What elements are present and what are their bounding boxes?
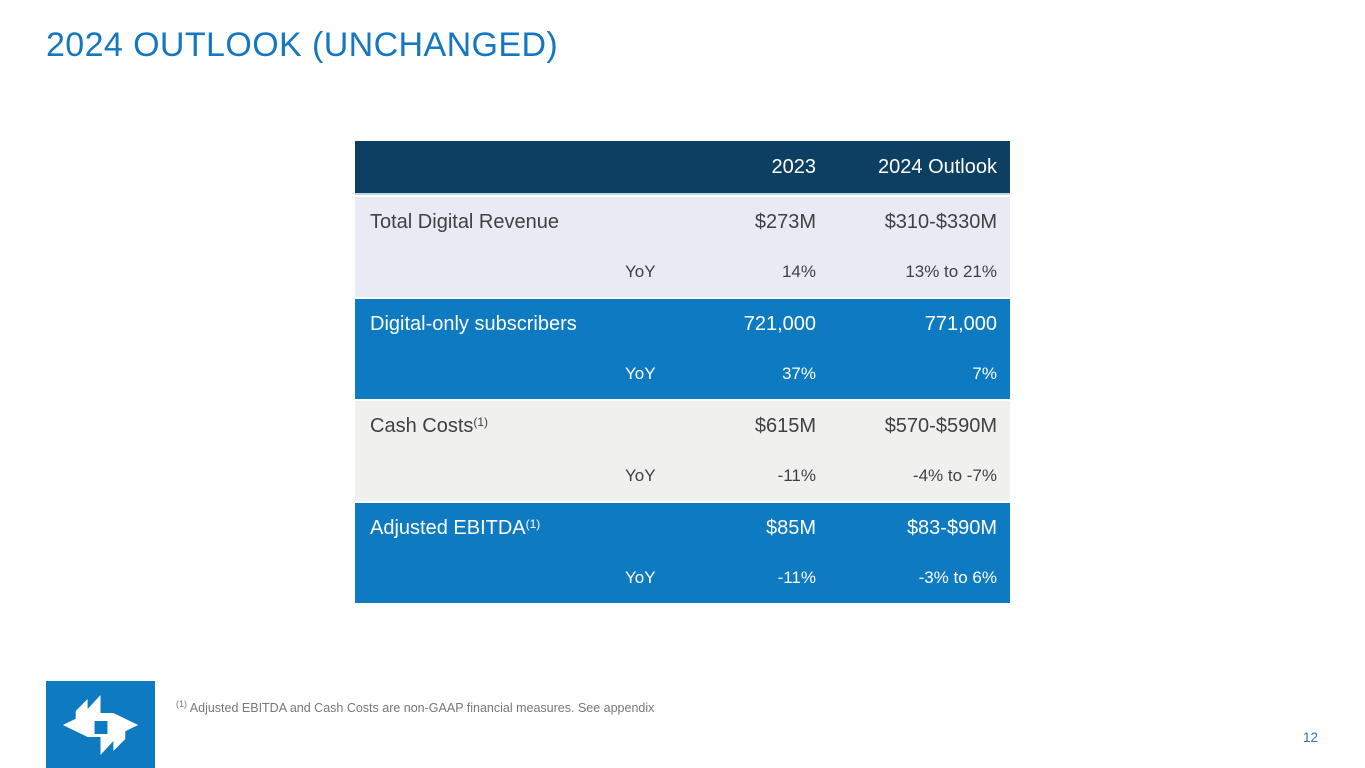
yoy-2024: 7% — [972, 364, 997, 383]
yoy-2024: 13% to 21% — [905, 262, 997, 281]
value-2024: $83-$90M — [906, 516, 997, 539]
metric-label-text: Cash Costs — [370, 414, 474, 437]
header-2024-outlook: 2024 Outlook — [878, 155, 997, 178]
table-row-yoy: YoY 14% 13% to 21% — [355, 247, 1010, 297]
table-row-yoy: YoY -11% -3% to 6% — [355, 553, 1010, 603]
table-row: Total Digital Revenue $273M $310-$330M — [355, 197, 1010, 247]
footnote: (1) Adjusted EBITDA and Cash Costs are n… — [176, 699, 654, 715]
table-row-yoy: YoY 37% 7% — [355, 349, 1010, 399]
metric-label-text: Digital-only subscribers — [370, 312, 577, 335]
value-2023: $615M — [754, 414, 816, 437]
yoy-2023: 14% — [781, 262, 816, 281]
footnote-marker: (1) — [525, 516, 541, 531]
value-2024: $570-$590M — [884, 414, 997, 437]
value-2024: $310-$330M — [884, 210, 997, 233]
value-2023: $85M — [765, 516, 816, 539]
yoy-label: YoY — [625, 364, 656, 383]
outlook-table: 2023 2024 Outlook Total Digital Revenue … — [355, 141, 1010, 603]
table-section-digital-only-subscribers: Digital-only subscribers 721,000 771,000… — [355, 299, 1010, 399]
value-2024: 771,000 — [924, 312, 997, 335]
yoy-2023: -11% — [777, 568, 816, 587]
header-2023: 2023 — [771, 155, 817, 178]
footnote-text: Adjusted EBITDA and Cash Costs are non-G… — [187, 701, 655, 716]
metric-label: Total Digital Revenue — [370, 211, 625, 234]
metric-label: Digital-only subscribers — [370, 313, 625, 336]
metric-label: Cash Costs(1) — [370, 415, 625, 438]
table-section-total-digital-revenue: Total Digital Revenue $273M $310-$330M Y… — [355, 197, 1010, 297]
table-row: Adjusted EBITDA(1) $85M $83-$90M — [355, 503, 1010, 553]
yoy-label: YoY — [625, 262, 656, 281]
value-2023: $273M — [754, 210, 816, 233]
table-row-yoy: YoY -11% -4% to -7% — [355, 451, 1010, 501]
footnote-marker: (1) — [473, 414, 489, 429]
footnote-sup: (1) — [176, 699, 187, 709]
company-logo-icon — [46, 681, 155, 768]
yoy-2023: -11% — [777, 466, 816, 485]
metric-label-text: Adjusted EBITDA — [370, 516, 526, 539]
value-2023: 721,000 — [743, 312, 816, 335]
page-title: 2024 OUTLOOK (UNCHANGED) — [46, 26, 559, 64]
yoy-2023: 37% — [781, 364, 816, 383]
metric-label: Adjusted EBITDA(1) — [370, 517, 625, 540]
yoy-2024: -4% to -7% — [912, 466, 997, 485]
metric-label-text: Total Digital Revenue — [370, 210, 559, 233]
page-number: 12 — [1303, 730, 1319, 745]
table-section-adjusted-ebitda: Adjusted EBITDA(1) $85M $83-$90M YoY -11… — [355, 503, 1010, 603]
yoy-label: YoY — [625, 568, 656, 587]
yoy-2024: -3% to 6% — [918, 568, 997, 587]
company-logo — [46, 681, 155, 768]
yoy-label: YoY — [625, 466, 656, 485]
table-header-row: 2023 2024 Outlook — [355, 141, 1010, 195]
table-row: Cash Costs(1) $615M $570-$590M — [355, 401, 1010, 451]
table-section-cash-costs: Cash Costs(1) $615M $570-$590M YoY -11% … — [355, 401, 1010, 501]
table-row: Digital-only subscribers 721,000 771,000 — [355, 299, 1010, 349]
